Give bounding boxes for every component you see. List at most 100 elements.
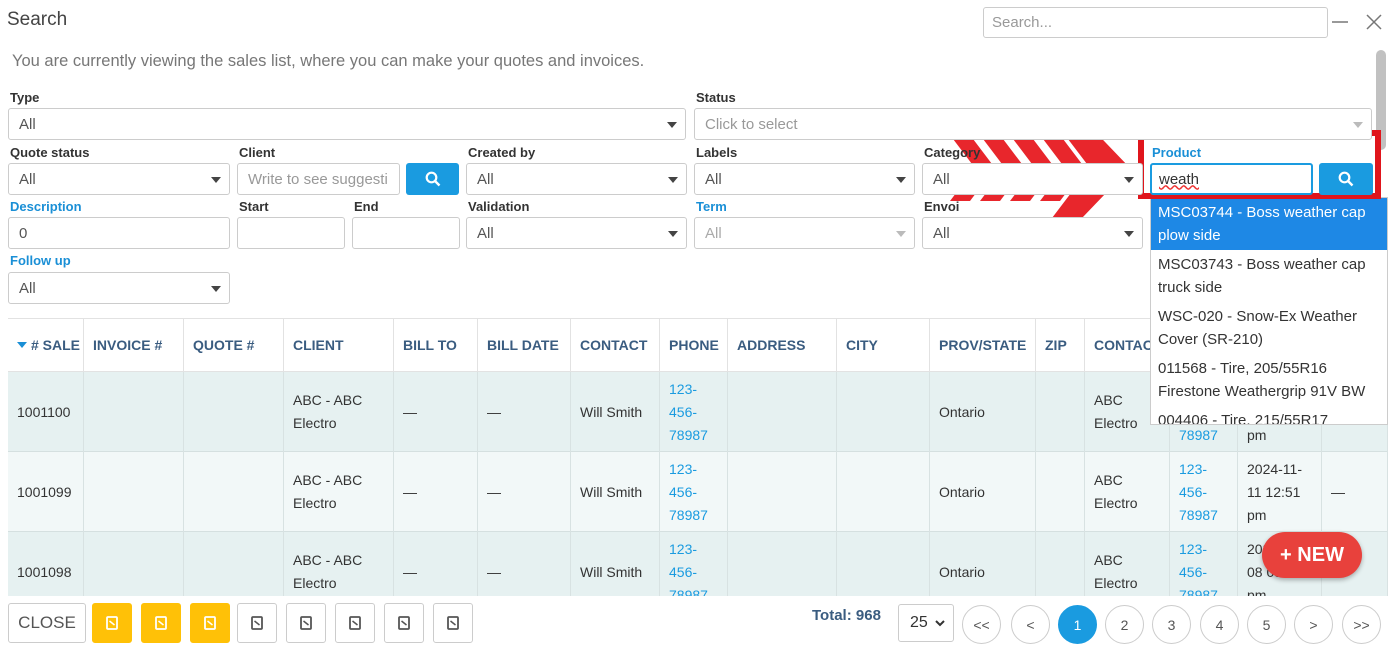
table-cell <box>184 452 284 532</box>
caret <box>1353 122 1363 128</box>
suggestion-item[interactable]: MSC03743 - Boss weather cap truck side <box>1158 256 1366 296</box>
filter-select[interactable]: All <box>8 108 686 140</box>
page-button[interactable]: 4 <box>1200 605 1239 644</box>
filter-label: Quote status <box>10 145 90 160</box>
page-button[interactable]: << <box>962 605 1001 644</box>
table-cell <box>728 452 837 532</box>
table-cell: — <box>478 532 571 596</box>
button-icon <box>106 616 118 630</box>
export-button[interactable] <box>190 603 230 643</box>
search-button[interactable] <box>406 163 459 195</box>
page-button[interactable]: 1 <box>1058 605 1097 644</box>
column-header[interactable]: PHONE <box>660 318 728 372</box>
filter-select[interactable]: All <box>922 163 1143 195</box>
filter-input[interactable]: 0 <box>8 217 230 249</box>
table-cell <box>184 372 284 452</box>
filter-label: Follow up <box>10 253 71 268</box>
column-header[interactable]: ADDRESS <box>728 318 837 372</box>
table-cell[interactable]: 123-456-78987 <box>660 452 728 532</box>
page-button[interactable]: 5 <box>1247 605 1286 644</box>
filter-label: Type <box>10 90 40 105</box>
column-header[interactable]: BILL TO <box>394 318 478 372</box>
caret <box>896 177 906 183</box>
table-cell[interactable]: 123-456-78987 <box>1170 452 1238 532</box>
table-cell <box>84 372 184 452</box>
column-header[interactable]: ZIP <box>1036 318 1085 372</box>
close-x[interactable] <box>1366 14 1382 30</box>
suggestion-item[interactable]: MSC03744 - Boss weather cap plow side <box>1151 198 1387 250</box>
column-header[interactable]: CONTACT <box>571 318 660 372</box>
table-cell[interactable]: 123-456-78987 <box>660 532 728 596</box>
column-header[interactable]: INVOICE # <box>84 318 184 372</box>
search-icon <box>425 171 440 187</box>
table-cell: ABC - ABC Electro <box>284 452 394 532</box>
filter-select[interactable]: All <box>694 217 915 249</box>
table-cell[interactable]: 123-456-78987 <box>1170 532 1238 596</box>
filter-select[interactable]: All <box>466 217 687 249</box>
table-cell <box>728 372 837 452</box>
table-row <box>8 452 1388 532</box>
caret <box>896 231 906 237</box>
page-button[interactable]: 3 <box>1152 605 1191 644</box>
sort-icon <box>17 341 27 348</box>
filter-select[interactable]: All <box>466 163 687 195</box>
column-header[interactable]: QUOTE # <box>184 318 284 372</box>
tool-button[interactable] <box>384 603 424 643</box>
tool-button[interactable] <box>237 603 277 643</box>
table-cell <box>1036 532 1085 596</box>
suggestion-item[interactable]: 004406 - Tire, 215/55R17 <box>1158 412 1329 425</box>
button-icon <box>155 616 167 630</box>
table-cell: Will Smith <box>571 372 660 452</box>
filter-label: End <box>354 199 379 214</box>
filter-select[interactable]: All <box>8 163 230 195</box>
button-icon <box>447 616 459 630</box>
page-button[interactable]: > <box>1294 605 1333 644</box>
page-button[interactable]: < <box>1011 605 1050 644</box>
tool-button[interactable] <box>335 603 375 643</box>
column-header[interactable]: PROV/STATE <box>930 318 1036 372</box>
filter-select[interactable]: All <box>922 217 1143 249</box>
table-cell: Ontario <box>930 452 1036 532</box>
sales-table: # SALE INVOICE # QUOTE # CLIENT BILL TO BILL … <box>8 318 1388 596</box>
table-cell: — <box>1322 452 1388 532</box>
table-cell[interactable]: 123-456-78987 <box>660 372 728 452</box>
tool-button[interactable] <box>433 603 473 643</box>
button-icon <box>349 616 361 630</box>
filter-label: Validation <box>468 199 530 214</box>
table-cell <box>837 452 930 532</box>
filter-select[interactable]: All <box>8 272 230 304</box>
filter-label: Created by <box>468 145 536 160</box>
filter-input[interactable] <box>237 217 345 249</box>
button-icon <box>204 616 216 630</box>
page-button[interactable]: 2 <box>1105 605 1144 644</box>
filter-select[interactable]: All <box>694 163 915 195</box>
column-header[interactable]: CLIENT <box>284 318 394 372</box>
caret <box>1124 177 1134 183</box>
close-button[interactable]: CLOSE <box>8 603 86 643</box>
page-size-select[interactable]: 25 <box>898 604 954 642</box>
filter-label: Labels <box>696 145 738 160</box>
search-button[interactable] <box>1319 163 1373 195</box>
suggestion-item[interactable]: 011568 - Tire, 205/55R16 Firestone Weath… <box>1158 360 1366 400</box>
filter-input[interactable]: weath <box>1150 163 1313 195</box>
filter-input[interactable] <box>352 217 460 249</box>
table-cell: Will Smith <box>571 532 660 596</box>
table-cell: ABC - ABC Electro <box>284 532 394 596</box>
table-cell <box>728 532 837 596</box>
column-header[interactable]: CITY <box>837 318 930 372</box>
column-header[interactable]: BILL DATE <box>478 318 571 372</box>
export-button[interactable] <box>92 603 132 643</box>
caret <box>211 286 221 292</box>
column-header[interactable]: # SALE <box>8 318 84 372</box>
global-search[interactable]: Search... <box>983 7 1328 38</box>
filter-select[interactable]: Click to select <box>694 108 1372 140</box>
table-cell <box>184 532 284 596</box>
button-icon <box>398 616 410 630</box>
tool-button[interactable] <box>286 603 326 643</box>
new-button[interactable]: + NEW <box>1262 532 1362 578</box>
filter-input[interactable]: Write to see suggesti <box>237 163 400 195</box>
export-button[interactable] <box>141 603 181 643</box>
suggestion-item[interactable]: WSC-020 - Snow-Ex Weather Cover (SR-210) <box>1158 308 1357 348</box>
filter-label: Client <box>239 145 276 160</box>
page-button[interactable]: >> <box>1342 605 1381 644</box>
